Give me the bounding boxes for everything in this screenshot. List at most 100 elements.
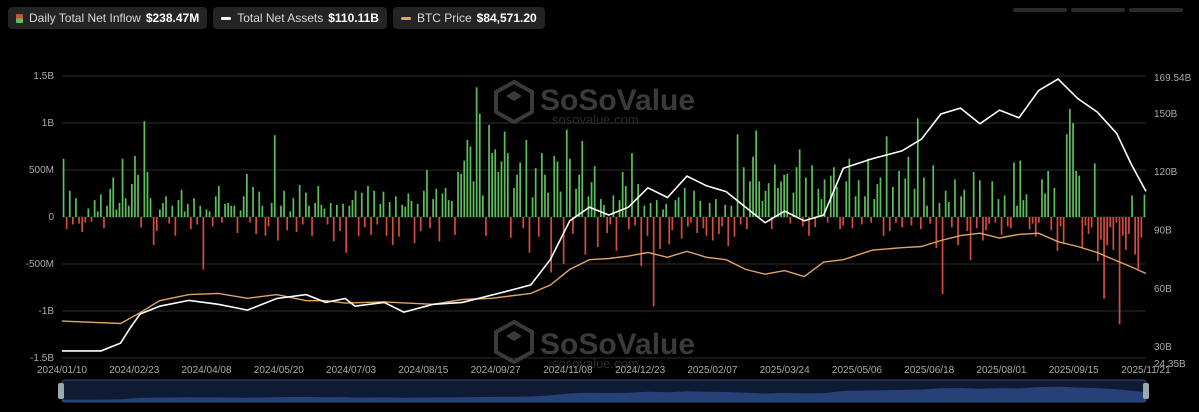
inflow-bar xyxy=(413,217,416,244)
legend-item-inflow[interactable]: Daily Total Net Inflow $238.47M xyxy=(8,7,208,29)
inflow-bar xyxy=(842,217,845,226)
inflow-bar xyxy=(565,129,568,217)
inflow-bar xyxy=(876,184,879,217)
inflow-bar xyxy=(774,164,776,217)
inflow-bar xyxy=(913,188,916,217)
inflow-bar xyxy=(926,205,928,217)
legend-inflow-label: Daily Total Net Inflow xyxy=(29,11,141,25)
inflow-bar xyxy=(131,184,133,217)
inflow-bar xyxy=(137,174,139,217)
inflow-bar xyxy=(404,206,407,217)
inflow-bar xyxy=(901,217,904,228)
inflow-bar xyxy=(75,198,77,217)
inflow-bar xyxy=(329,202,332,217)
navigator-handle-right[interactable] xyxy=(1143,383,1149,399)
inflow-bar xyxy=(882,217,885,236)
inflow-bar xyxy=(1013,162,1015,217)
inflow-bar xyxy=(742,167,745,217)
inflow-bar xyxy=(935,217,938,248)
inflow-bar xyxy=(541,153,543,217)
inflow-bar xyxy=(208,211,211,217)
inflow-bar xyxy=(1056,217,1059,251)
inflow-bar xyxy=(1022,200,1025,217)
range-navigator[interactable] xyxy=(58,379,1149,403)
inflow-bar xyxy=(149,198,152,217)
inflow-bar xyxy=(600,199,602,217)
inflow-bar xyxy=(972,171,975,217)
inflow-bar xyxy=(376,217,379,225)
legend-item-btc[interactable]: BTC Price $84,571.20 xyxy=(392,7,545,29)
inflow-bar xyxy=(578,174,581,217)
inflow-bar xyxy=(839,217,841,230)
toolbar-control-1[interactable] xyxy=(1013,8,1067,12)
inflow-bar xyxy=(963,189,966,217)
inflow-bar xyxy=(857,180,860,217)
inflow-bar xyxy=(556,161,559,217)
inflow-bar xyxy=(655,200,658,217)
inflow-bar xyxy=(482,195,484,217)
inflow-bar xyxy=(537,217,540,237)
inflow-bar xyxy=(292,198,295,217)
inflow-bar xyxy=(637,184,640,217)
inflow-bar xyxy=(708,202,711,217)
inflow-bar xyxy=(457,171,459,217)
inflow-bar xyxy=(982,217,984,241)
inflow-bar xyxy=(587,196,590,217)
inflow-bar xyxy=(699,201,702,217)
toolbar-control-2[interactable] xyxy=(1071,8,1125,12)
inflow-bar xyxy=(1028,217,1031,230)
inflow-bar xyxy=(941,217,944,295)
gridlines xyxy=(62,75,1146,359)
inflow-bar xyxy=(180,189,183,217)
inflow-bar xyxy=(84,217,87,223)
inflow-bar xyxy=(957,217,959,246)
inflow-bar xyxy=(885,136,888,217)
watermark: SoSoValue sosovalue.com SoSoValue sosova… xyxy=(494,79,695,371)
inflow-bar xyxy=(388,202,391,217)
inflow-bar xyxy=(721,217,723,227)
inflow-bar xyxy=(746,217,748,230)
inflow-bar xyxy=(298,185,301,217)
inflow-bar xyxy=(510,217,512,238)
left-tick-label: 0 xyxy=(48,212,54,223)
inflow-bar xyxy=(305,192,307,217)
navigator-handle-left[interactable] xyxy=(58,383,64,399)
inflow-bar xyxy=(451,201,453,217)
inflow-bar xyxy=(118,202,121,217)
inflow-bar xyxy=(391,217,394,246)
inflow-bar xyxy=(801,217,804,227)
inflow-bar xyxy=(715,199,717,217)
inflow-bar xyxy=(1103,217,1105,299)
inflow-bar xyxy=(193,198,195,217)
legend-btc-value: $84,571.20 xyxy=(476,11,537,25)
inflow-bar xyxy=(1019,160,1022,217)
inflow-bar xyxy=(826,217,829,223)
inflow-bar xyxy=(68,190,71,217)
inflow-bar xyxy=(475,87,478,217)
legend-item-assets[interactable]: Total Net Assets $110.11B xyxy=(213,7,387,29)
inflow-bar xyxy=(811,165,813,217)
chart-toolbar xyxy=(1013,8,1183,12)
assets-swatch-icon xyxy=(221,16,232,20)
inflow-bar xyxy=(1047,170,1050,217)
inflow-bar xyxy=(969,217,972,261)
toolbar-control-3[interactable] xyxy=(1129,8,1183,12)
inflow-bar xyxy=(1118,217,1121,325)
inflow-bar xyxy=(121,158,124,217)
inflow-bar xyxy=(87,208,90,217)
inflow-bar xyxy=(749,181,751,217)
x-tick-label: 2024/02/23 xyxy=(109,365,159,376)
inflow-bar xyxy=(898,170,900,217)
inflow-bar xyxy=(106,205,108,217)
inflow-bar xyxy=(382,191,385,217)
x-tick-label: 2024/07/03 xyxy=(326,365,376,376)
inflow-bar xyxy=(1081,217,1084,248)
inflow-bar xyxy=(332,217,335,242)
inflow-bar xyxy=(966,217,969,232)
inflow-bar xyxy=(671,217,674,231)
inflow-bar xyxy=(140,217,143,228)
inflow-bar xyxy=(277,217,279,241)
inflow-bar xyxy=(879,177,882,217)
inflow-bar xyxy=(168,217,171,224)
inflow-bar xyxy=(447,200,450,217)
